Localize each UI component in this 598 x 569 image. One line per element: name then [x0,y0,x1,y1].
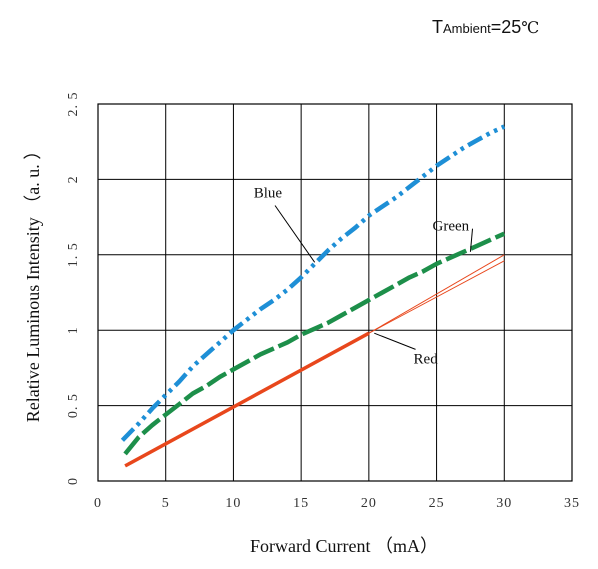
x-axis-label: Forward Current （mA） [250,536,438,556]
series-red-extrapolation-upper [368,254,505,334]
chart-grid [97,103,573,482]
series-line-blue [120,124,506,442]
plot-frame [97,103,573,482]
y-tick-label: 1 [66,326,81,334]
series-line-red [124,331,370,468]
y-axis-label: Relative Luminous Intensity （a. u. ） [23,142,43,422]
y-tick-label: 1. 5 [66,242,81,267]
annotation-label-red: Red [414,351,439,367]
x-tick-label: 10 [225,496,241,511]
series-line-green [123,231,506,456]
annotation-labels: Blue Green Red [254,185,470,367]
annotation-leader-blue [274,205,316,263]
x-tick-label: 35 [564,496,580,511]
x-tick-labels: 0 5 10 15 20 25 30 35 [94,496,580,511]
annotation-leader-green [469,228,474,252]
series-red-extrapolation-lower [368,260,505,334]
annotation-leader-red [374,332,416,350]
condition-unit: ℃ [521,20,539,37]
annotation-label-blue: Blue [254,185,283,201]
x-tick-label: 20 [361,496,377,511]
y-tick-label: 0. 5 [66,393,81,418]
y-tick-label: 2 [66,175,81,183]
x-tick-label: 15 [293,496,309,511]
x-tick-label: 25 [429,496,445,511]
ambient-condition-label: TAmbient=25℃ [432,17,539,37]
annotation-leaders [274,205,474,350]
y-tick-labels: 0 0. 5 1 1. 5 2 2. 5 [66,92,81,486]
y-tick-label: 0 [66,477,81,485]
y-tick-label: 2. 5 [66,92,81,117]
condition-value: =25 [491,17,522,37]
condition-subscript: Ambient [443,21,491,36]
x-tick-label: 30 [496,496,512,511]
condition-prefix: T [432,17,443,37]
x-tick-label: 5 [162,496,170,511]
x-tick-label: 0 [94,496,102,511]
annotation-label-green: Green [433,219,470,235]
chart-series-layer [120,124,506,468]
